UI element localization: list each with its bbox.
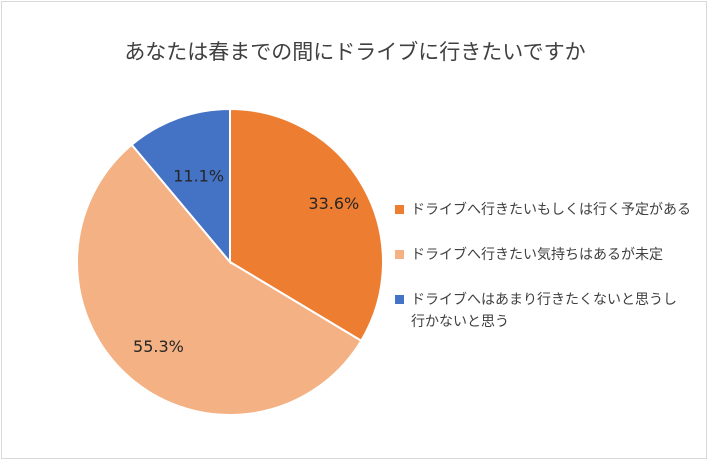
data-label-not-going: 11.1% bbox=[173, 167, 224, 186]
data-label-planned: 33.6% bbox=[308, 194, 359, 213]
legend-label-planned: ドライブへ行きたいもしくは行く予定がある bbox=[411, 202, 691, 218]
legend-swatch-not-going bbox=[395, 295, 404, 304]
legend-swatch-planned bbox=[395, 205, 404, 214]
chart-title: あなたは春までの間にドライブに行きたいですか bbox=[124, 40, 586, 64]
legend-label-undecided: ドライブへ行きたい気持ちはあるが未定 bbox=[411, 247, 663, 263]
slice-not-going bbox=[130, 107, 231, 265]
legend-item-undecided: ドライブへ行きたい気持ちはあるが未定 bbox=[395, 244, 695, 266]
legend-item-not-going: ドライブへはあまり行きたくないと思うし行かないと思う bbox=[395, 289, 681, 333]
data-label-undecided: 55.3% bbox=[133, 337, 184, 356]
slice-planned bbox=[229, 107, 384, 343]
legend-item-planned: ドライブへ行きたいもしくは行く予定がある bbox=[395, 199, 695, 221]
legend-swatch-undecided bbox=[395, 250, 404, 259]
legend-label-not-going: ドライブへはあまり行きたくないと思うし行かないと思う bbox=[411, 292, 677, 330]
legend: ドライブへ行きたいもしくは行く予定がある ドライブへ行きたい気持ちはあるが未定 … bbox=[395, 199, 695, 356]
slice-undecided bbox=[76, 143, 363, 416]
